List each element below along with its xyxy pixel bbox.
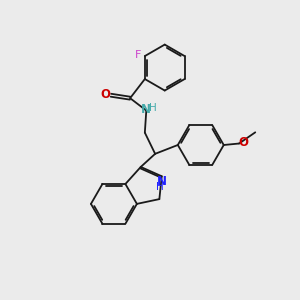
- Text: H: H: [156, 182, 164, 193]
- Text: O: O: [238, 136, 248, 149]
- Text: H: H: [149, 103, 157, 112]
- Text: N: N: [141, 103, 151, 116]
- Text: F: F: [135, 50, 142, 61]
- Text: O: O: [101, 88, 111, 101]
- Text: N: N: [157, 175, 167, 188]
